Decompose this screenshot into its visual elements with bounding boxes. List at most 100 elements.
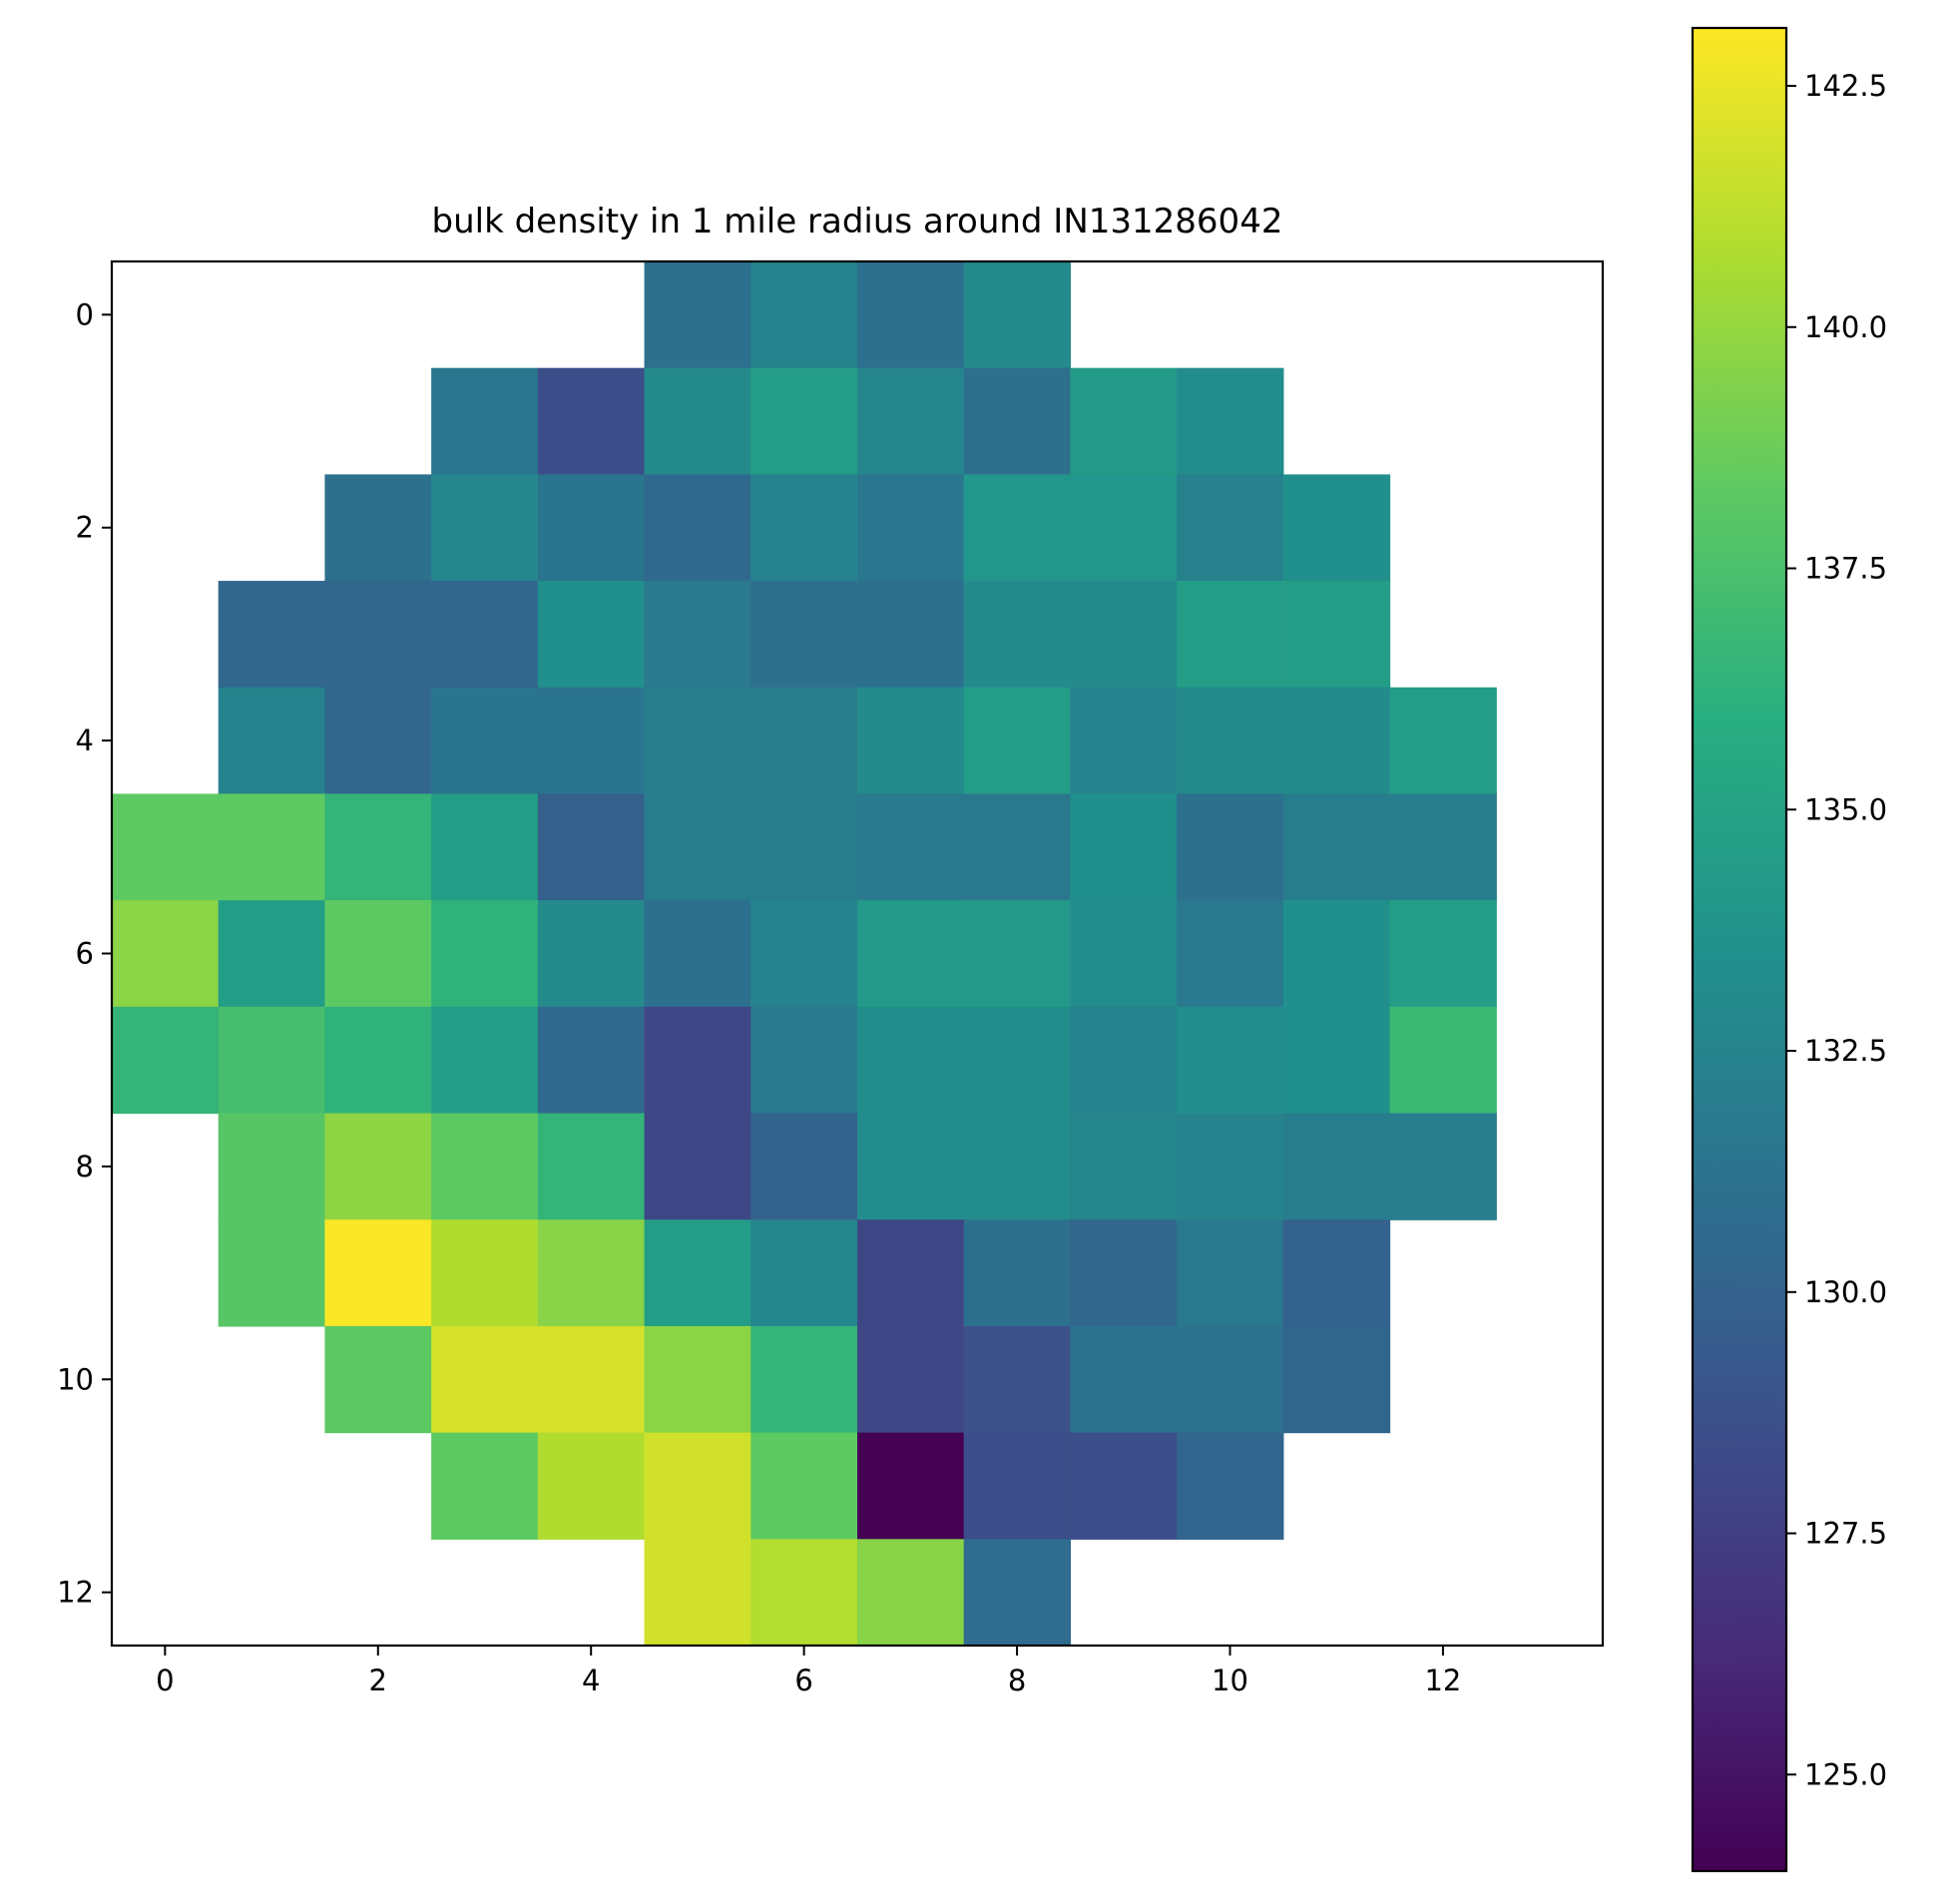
- y-tick-label: 8: [76, 1150, 94, 1184]
- heatmap-cell: [324, 687, 432, 795]
- heatmap-cell: [1070, 1219, 1178, 1327]
- colorbar-tick-label: 130.0: [1804, 1275, 1887, 1309]
- heatmap-cell: [1282, 1325, 1391, 1434]
- heatmap-cell: [857, 1113, 965, 1220]
- heatmap-cell: [537, 474, 646, 582]
- x-tick-label: 6: [794, 1664, 812, 1697]
- heatmap-cell: [963, 1539, 1072, 1647]
- heatmap-cell: [1282, 1113, 1391, 1220]
- y-tick-label: 12: [57, 1576, 94, 1610]
- heatmap-cell: [750, 581, 858, 689]
- heatmap-cell: [963, 1219, 1072, 1327]
- heatmap-cell: [644, 1432, 751, 1540]
- heatmap-cell: [963, 581, 1072, 689]
- heatmap-cell: [750, 367, 858, 475]
- heatmap-cell: [857, 581, 965, 689]
- heatmap-cell: [537, 1219, 646, 1327]
- heatmap-cell: [963, 1113, 1072, 1220]
- y-tick-label: 0: [76, 297, 94, 331]
- heatmap-cell: [218, 1113, 326, 1220]
- heatmap-cell: [431, 900, 539, 1008]
- heatmap-cell: [750, 1539, 858, 1647]
- heatmap-cell: [857, 1006, 965, 1115]
- heatmap-cell: [857, 687, 965, 795]
- heatmap-cell: [644, 1006, 751, 1115]
- heatmap-cell: [324, 1325, 432, 1434]
- heatmap-cell: [324, 793, 432, 901]
- heatmap-cell: [218, 1219, 326, 1327]
- heatmap-cell: [112, 1006, 220, 1115]
- heatmap-cell: [644, 474, 751, 582]
- heatmap-cell: [963, 687, 1072, 795]
- heatmap-cell: [963, 900, 1072, 1008]
- heatmap-cell: [431, 1432, 539, 1540]
- colorbar-axis: 125.0 127.5 130.0 132.5 135.0 137.5 140.0 142.5: [1786, 69, 1887, 1791]
- heatmap-cell: [857, 261, 965, 369]
- heatmap-cell: [431, 1006, 539, 1115]
- heatmap-cell: [537, 367, 646, 475]
- heatmap-cell: [1070, 900, 1178, 1008]
- colorbar-tick-label: 132.5: [1804, 1034, 1887, 1068]
- heatmap-cell: [537, 687, 646, 795]
- heatmap-cell: [644, 1113, 751, 1220]
- heatmap-cell: [431, 581, 539, 689]
- heatmap-cell: [1389, 1006, 1497, 1115]
- heatmap-cell: [1389, 900, 1497, 1008]
- heatmap-cell: [112, 900, 220, 1008]
- heatmap-cell: [431, 1219, 539, 1327]
- heatmap-cell: [218, 1006, 326, 1115]
- y-tick-label: 2: [76, 511, 94, 545]
- heatmap-cell: [857, 1325, 965, 1434]
- colorbar-tick-label: 137.5: [1804, 552, 1887, 586]
- heatmap-cell: [857, 474, 965, 582]
- heatmap-cell: [750, 900, 858, 1008]
- heatmap-cell: [1070, 687, 1178, 795]
- heatmap-cell: [963, 1325, 1072, 1434]
- heatmap-cell: [431, 687, 539, 795]
- heatmap-cell: [324, 474, 432, 582]
- colorbar-tick-label: 135.0: [1804, 792, 1887, 826]
- heatmap-cell: [644, 1325, 751, 1434]
- heatmap-cell: [324, 1006, 432, 1115]
- heatmap-cell: [537, 1113, 646, 1220]
- heatmap-cell: [857, 793, 965, 901]
- heatmap-cell: [431, 367, 539, 475]
- heatmap-cell: [1282, 793, 1391, 901]
- x-tick-label: 12: [1424, 1664, 1461, 1697]
- heatmap-cell: [750, 474, 858, 582]
- heatmap-cell: [1282, 1006, 1391, 1115]
- colorbar-frame: [1691, 26, 1788, 1873]
- heatmap-cell: [857, 1219, 965, 1327]
- heatmap-cell: [750, 793, 858, 901]
- heatmap-cell: [1070, 1325, 1178, 1434]
- heatmap-cell: [112, 793, 220, 901]
- heatmap-cell: [218, 793, 326, 901]
- heatmap-cell: [324, 900, 432, 1008]
- heatmap-cell: [1070, 1113, 1178, 1220]
- heatmap-cell: [1177, 1325, 1284, 1434]
- heatmap-cell: [1177, 367, 1284, 475]
- heatmap-cell: [324, 581, 432, 689]
- colorbar-tick-label: 127.5: [1804, 1517, 1887, 1551]
- heatmap-cell: [750, 1325, 858, 1434]
- heatmap-cell: [750, 1219, 858, 1327]
- heatmap-cell: [1070, 1006, 1178, 1115]
- heatmap-cell: [644, 1219, 751, 1327]
- heatmap-cell: [1070, 474, 1178, 582]
- heatmap-cell: [1282, 900, 1391, 1008]
- y-tick-label: 4: [76, 723, 94, 757]
- heatmap-cell: [218, 900, 326, 1008]
- heatmap-cell: [963, 1006, 1072, 1115]
- heatmap-cell: [537, 793, 646, 901]
- x-axis: 0 2 4 6 8 10 12: [156, 1646, 1461, 1697]
- heatmap-cell: [1282, 581, 1391, 689]
- heatmap-cell: [1177, 687, 1284, 795]
- heatmap-cell: [1070, 1432, 1178, 1540]
- heatmap-cell: [1177, 1113, 1284, 1220]
- heatmap-cell: [1282, 1219, 1391, 1327]
- heatmap-cell: [644, 367, 751, 475]
- x-tick-label: 8: [1008, 1664, 1026, 1697]
- heatmap-cell: [324, 1219, 432, 1327]
- heatmap-cell: [644, 900, 751, 1008]
